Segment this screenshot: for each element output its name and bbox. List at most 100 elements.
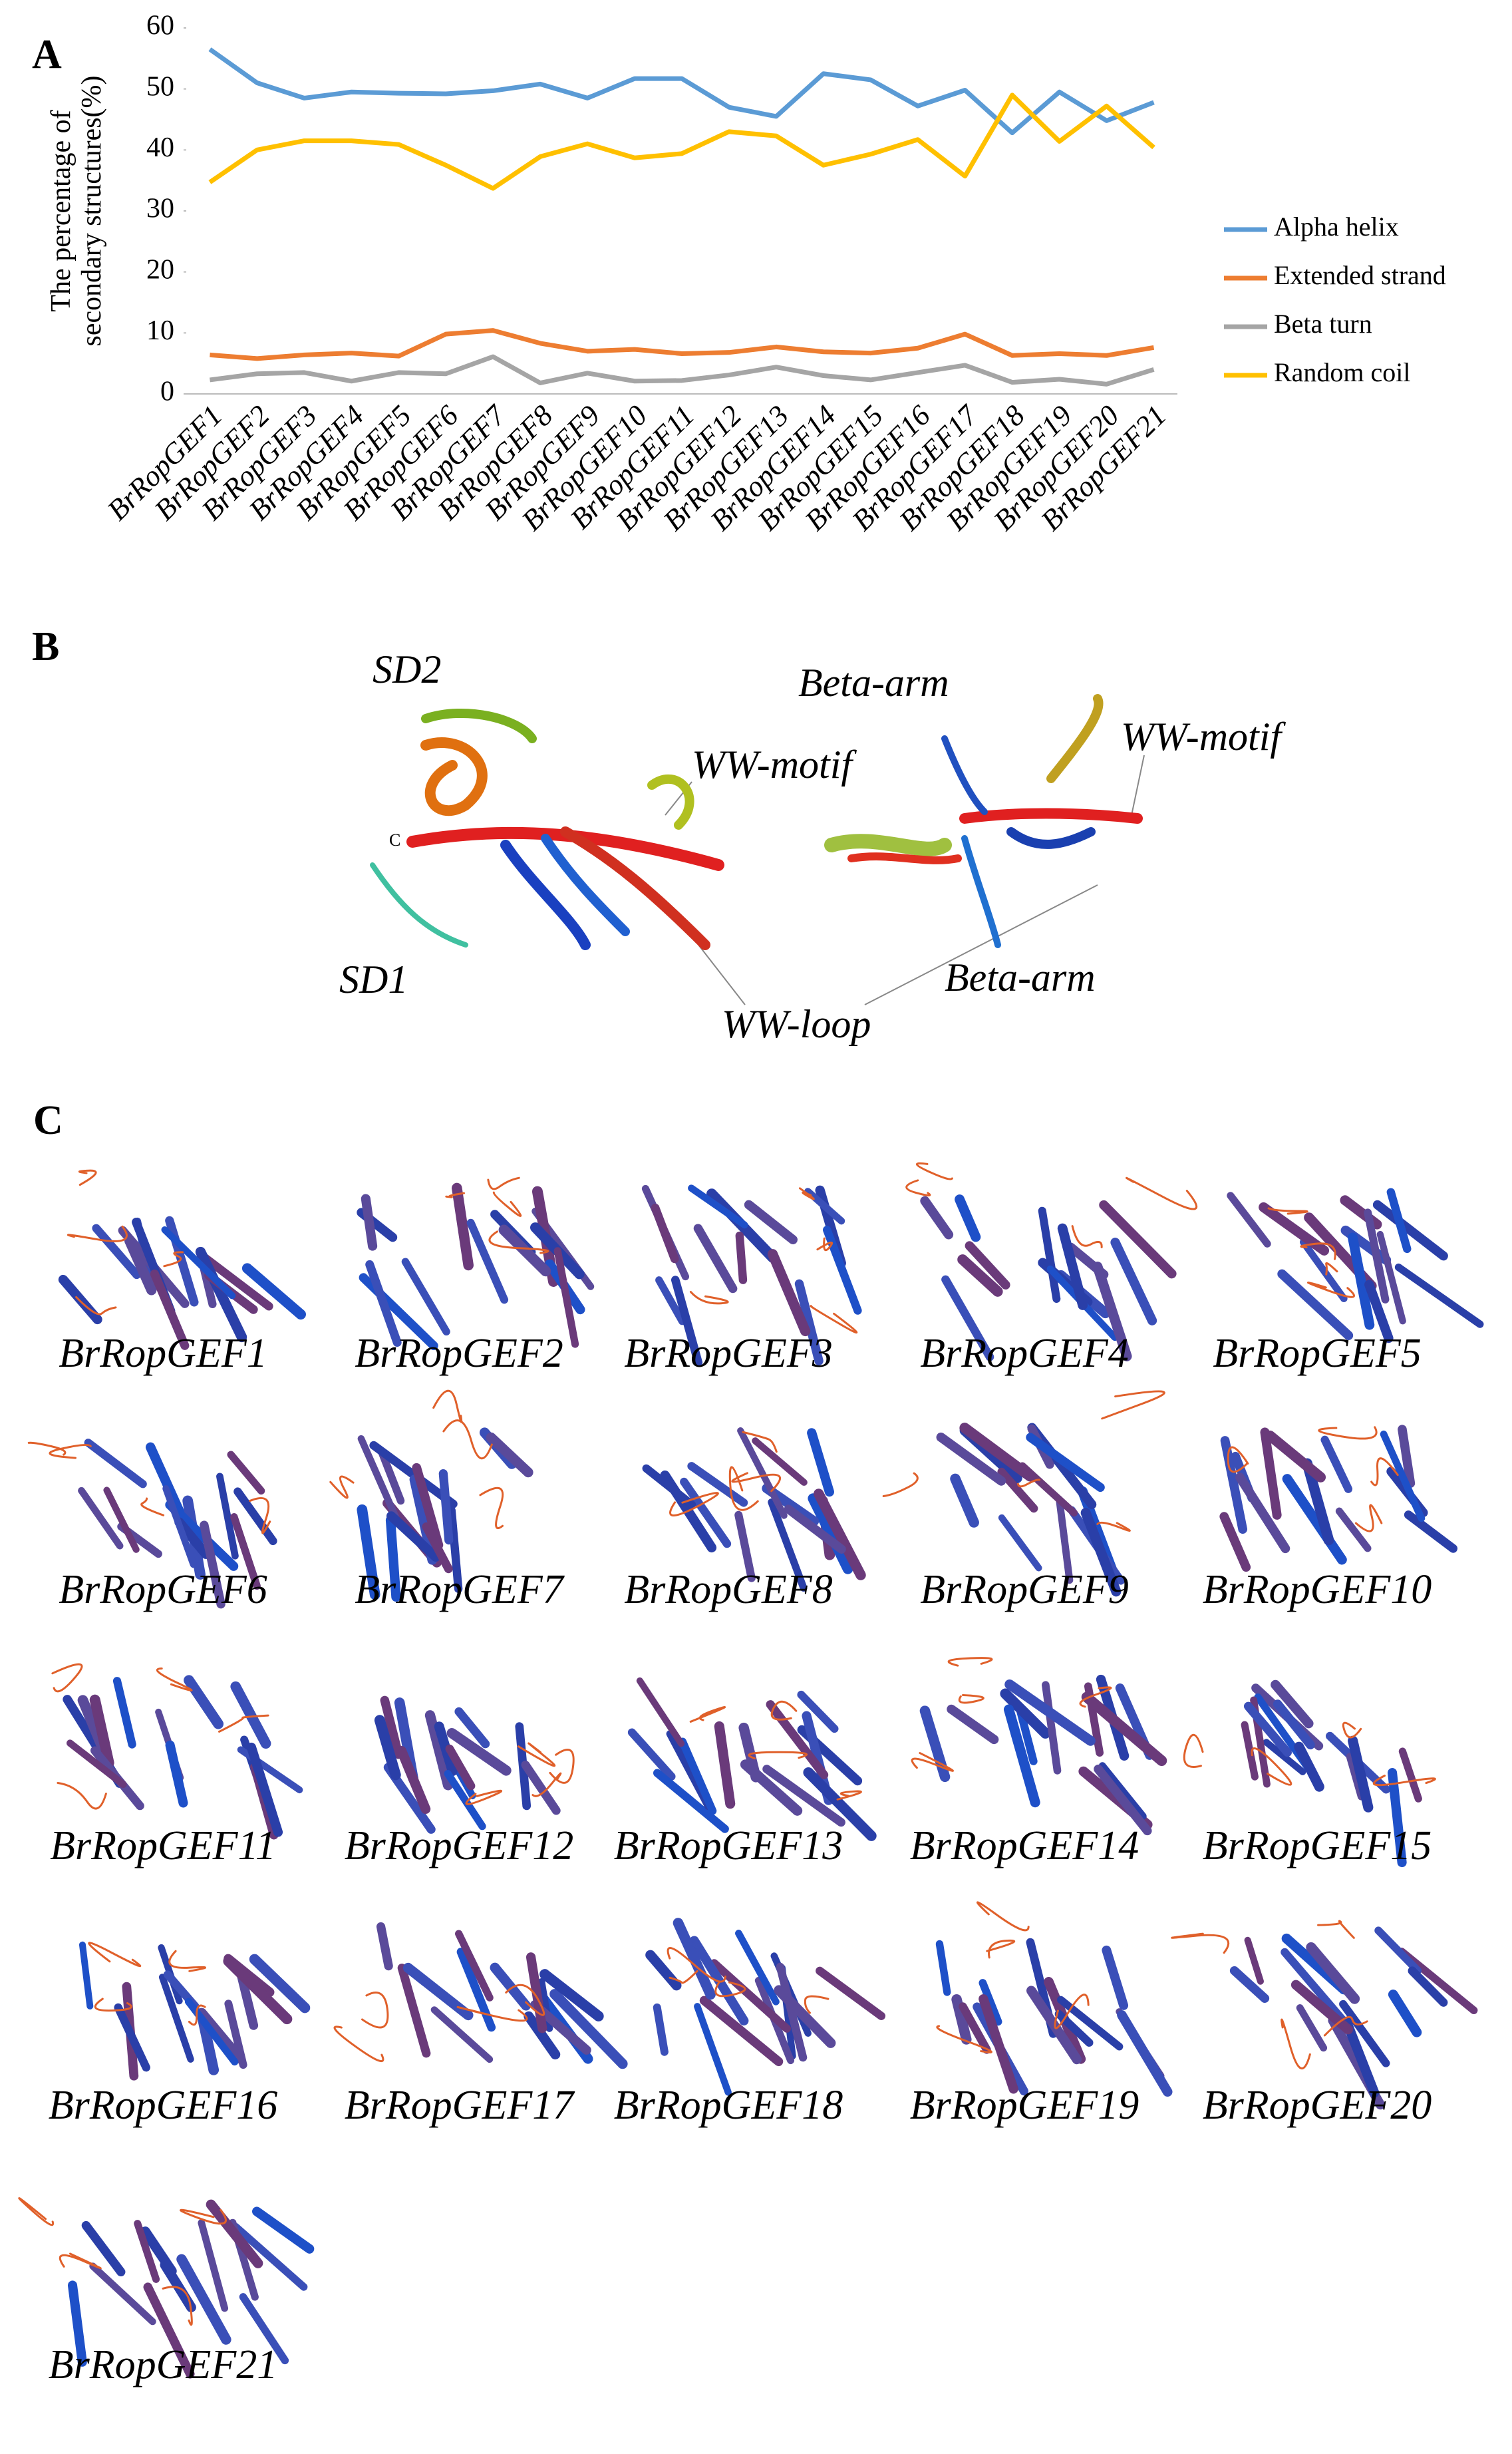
loop	[549, 1749, 575, 1784]
helix	[776, 1962, 808, 2062]
protein-structure	[645, 1918, 886, 2096]
helix	[246, 1742, 283, 1837]
helix	[627, 1728, 676, 1781]
loop	[329, 1475, 355, 1499]
protein-structure	[58, 1169, 306, 1350]
loop	[816, 1237, 833, 1252]
helix	[951, 1994, 972, 2045]
helix	[1339, 2000, 1390, 2067]
helix	[233, 1487, 277, 1546]
y-axis-title: The percentage ofsecondary structures(%)	[46, 76, 107, 347]
helix	[143, 2282, 195, 2379]
loop	[180, 2208, 227, 2225]
annotation: WW-loop	[722, 1002, 871, 1046]
loop	[249, 1497, 271, 1534]
helix	[1004, 1679, 1096, 1746]
helix	[1294, 1741, 1324, 1792]
helix	[549, 1989, 628, 2069]
helix	[1229, 1966, 1270, 2003]
helix	[239, 2293, 289, 2365]
protein-structure	[357, 1176, 595, 1351]
structure-label: BrRopGEF11	[50, 1823, 276, 1868]
y-tick-label: 60	[146, 11, 174, 41]
helix	[965, 1241, 1010, 1290]
helix	[385, 1515, 401, 1602]
loop	[728, 1466, 759, 1511]
helix	[688, 1184, 748, 1229]
helix	[959, 2002, 991, 2054]
protein-structure-large	[370, 694, 1143, 950]
loop	[1251, 1747, 1292, 1786]
helix	[446, 1727, 512, 1776]
protein-structure	[905, 1162, 1198, 1361]
loop	[432, 1389, 463, 1423]
helix	[357, 1504, 380, 1600]
helix	[979, 1979, 1002, 2026]
structure-label: BrRopGEF8	[624, 1567, 832, 1612]
loop	[1306, 1282, 1356, 1298]
helix	[231, 2222, 308, 2291]
helix	[1003, 1704, 1040, 1808]
annotation: WW-motif	[692, 743, 857, 787]
helix	[816, 1966, 886, 2020]
helix	[950, 1473, 979, 1528]
loop	[810, 1305, 857, 1334]
helix	[1386, 1188, 1412, 1254]
loop	[714, 1981, 746, 1998]
helix	[1281, 1948, 1349, 2026]
helix	[539, 1969, 604, 2021]
helix	[1243, 1701, 1292, 1757]
helix	[1057, 1223, 1088, 1310]
loop	[798, 1187, 815, 1200]
protein-structure	[78, 1941, 311, 2081]
helix	[671, 1276, 703, 1367]
loop	[75, 1296, 117, 1315]
loop	[488, 1230, 549, 1254]
helix	[694, 2003, 732, 2096]
loop	[836, 1790, 862, 1801]
helix	[140, 2226, 177, 2276]
helix	[774, 1985, 836, 2048]
helix	[445, 1744, 476, 1791]
helix	[78, 1487, 124, 1550]
helix	[1306, 1942, 1360, 2004]
helix	[673, 1918, 716, 2000]
protein-structure	[911, 1657, 1167, 1836]
helix	[979, 1994, 1018, 2094]
panel-label: B	[32, 624, 59, 669]
y-tick-label: 30	[146, 194, 174, 224]
helix	[422, 1522, 453, 1574]
helix	[447, 1506, 463, 1593]
helix	[369, 1441, 458, 1508]
helix	[1271, 1679, 1314, 1729]
legend-label: Extended strand	[1274, 260, 1446, 290]
helix	[1219, 1512, 1251, 1572]
helix	[89, 2262, 156, 2326]
loop	[1300, 1242, 1336, 1260]
helix	[693, 1224, 738, 1294]
loop	[1054, 1994, 1090, 2029]
loop	[163, 1251, 184, 1268]
structure-label: BrRopGEF18	[614, 2083, 843, 2128]
helix	[653, 1769, 729, 1833]
structure-label: BrRopGEF2	[355, 1331, 563, 1376]
structure-label: BrRopGEF10	[1203, 1567, 1432, 1612]
helix	[376, 1922, 393, 1971]
helix	[752, 1437, 808, 1486]
structure-label: BrRopGEF15	[1203, 1823, 1432, 1868]
loop	[1281, 2018, 1311, 2069]
helix	[1260, 1427, 1282, 1520]
helix	[174, 1517, 211, 1559]
loop	[59, 2252, 102, 2270]
line-chart: 0 10 20 30 40 50 60 The percentage ofsecondary …	[46, 11, 1446, 537]
loop	[1227, 1446, 1249, 1473]
loop	[27, 1441, 67, 1456]
loop	[882, 1472, 919, 1498]
helix	[955, 1194, 981, 1242]
helix	[808, 1493, 853, 1574]
loop	[1101, 1390, 1165, 1420]
loop	[689, 1705, 726, 1723]
helix	[1364, 1280, 1394, 1343]
helix	[794, 1279, 824, 1365]
helix	[714, 1721, 736, 1809]
